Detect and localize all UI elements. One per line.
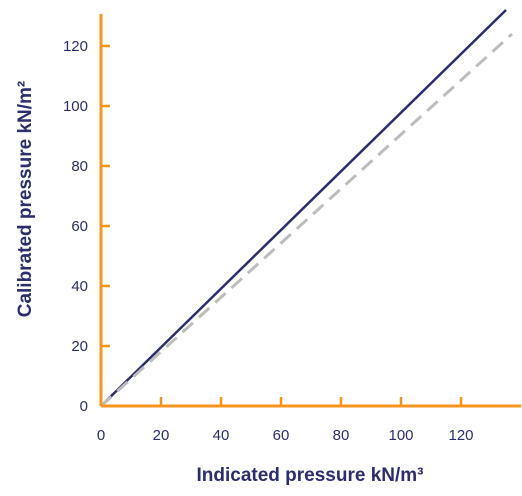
y-tick-label: 60 — [71, 218, 88, 235]
y-tick-label: 0 — [80, 398, 88, 415]
x-tick-label: 20 — [153, 427, 170, 444]
x-tick-label: 80 — [333, 427, 350, 444]
y-tick-label: 100 — [63, 98, 88, 115]
x-tick-label: 60 — [273, 427, 290, 444]
y-ticks: 0 20 40 60 80 100 120 — [63, 38, 110, 415]
series-line-dashed — [99, 32, 514, 408]
y-tick-label: 20 — [71, 338, 88, 355]
x-tick-label: 100 — [388, 427, 413, 444]
x-tick-label: 120 — [448, 427, 473, 444]
plot-lines — [99, 9, 514, 408]
x-tick-label: 0 — [97, 427, 105, 444]
y-axis-title: Calibrated pressure kN/m² — [15, 81, 36, 318]
series-line-solid — [100, 9, 507, 407]
y-tick-label: 40 — [71, 278, 88, 295]
y-tick-label: 80 — [71, 158, 88, 175]
x-axis-title: Indicated pressure kN/m³ — [196, 465, 423, 486]
x-ticks: 0 20 40 60 80 100 120 — [97, 397, 474, 444]
x-tick-label: 40 — [213, 427, 230, 444]
y-tick-label: 120 — [63, 38, 88, 55]
